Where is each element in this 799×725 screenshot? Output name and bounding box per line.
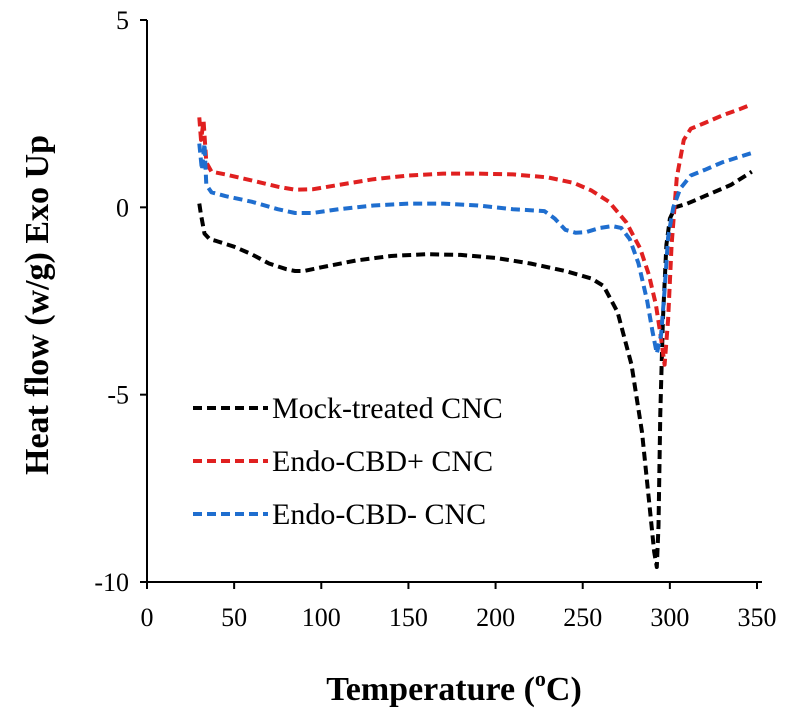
legend-label: Endo-CBD- CNC xyxy=(272,498,486,531)
y-tick-label: -10 xyxy=(94,568,129,597)
x-axis-title: Temperature (oC) xyxy=(326,666,582,708)
axes xyxy=(146,20,762,583)
x-tick-label: 150 xyxy=(389,603,428,632)
x-tick-label: 100 xyxy=(302,603,341,632)
series-line xyxy=(197,141,753,356)
x-tick-label: 50 xyxy=(221,603,247,632)
x-tick-label: 300 xyxy=(650,603,689,632)
x-tick-label: 350 xyxy=(738,603,777,632)
plot-area xyxy=(197,102,753,569)
y-tick-label: -5 xyxy=(107,381,129,410)
y-tick-label: 0 xyxy=(116,193,129,222)
series-line xyxy=(197,170,753,569)
series-line xyxy=(197,102,753,367)
legend: Mock-treated CNC Endo-CBD+ CNC Endo-CBD- C… xyxy=(193,392,503,531)
x-tick-label: 250 xyxy=(563,603,602,632)
y-axis-title: Heat flow (w/g) Exo Up xyxy=(19,135,56,475)
legend-label: Mock-treated CNC xyxy=(272,392,503,425)
y-tick-label: 5 xyxy=(116,6,129,35)
x-tick-label: 200 xyxy=(476,603,515,632)
x-tick-label: 0 xyxy=(141,603,154,632)
legend-label: Endo-CBD+ CNC xyxy=(272,445,493,478)
